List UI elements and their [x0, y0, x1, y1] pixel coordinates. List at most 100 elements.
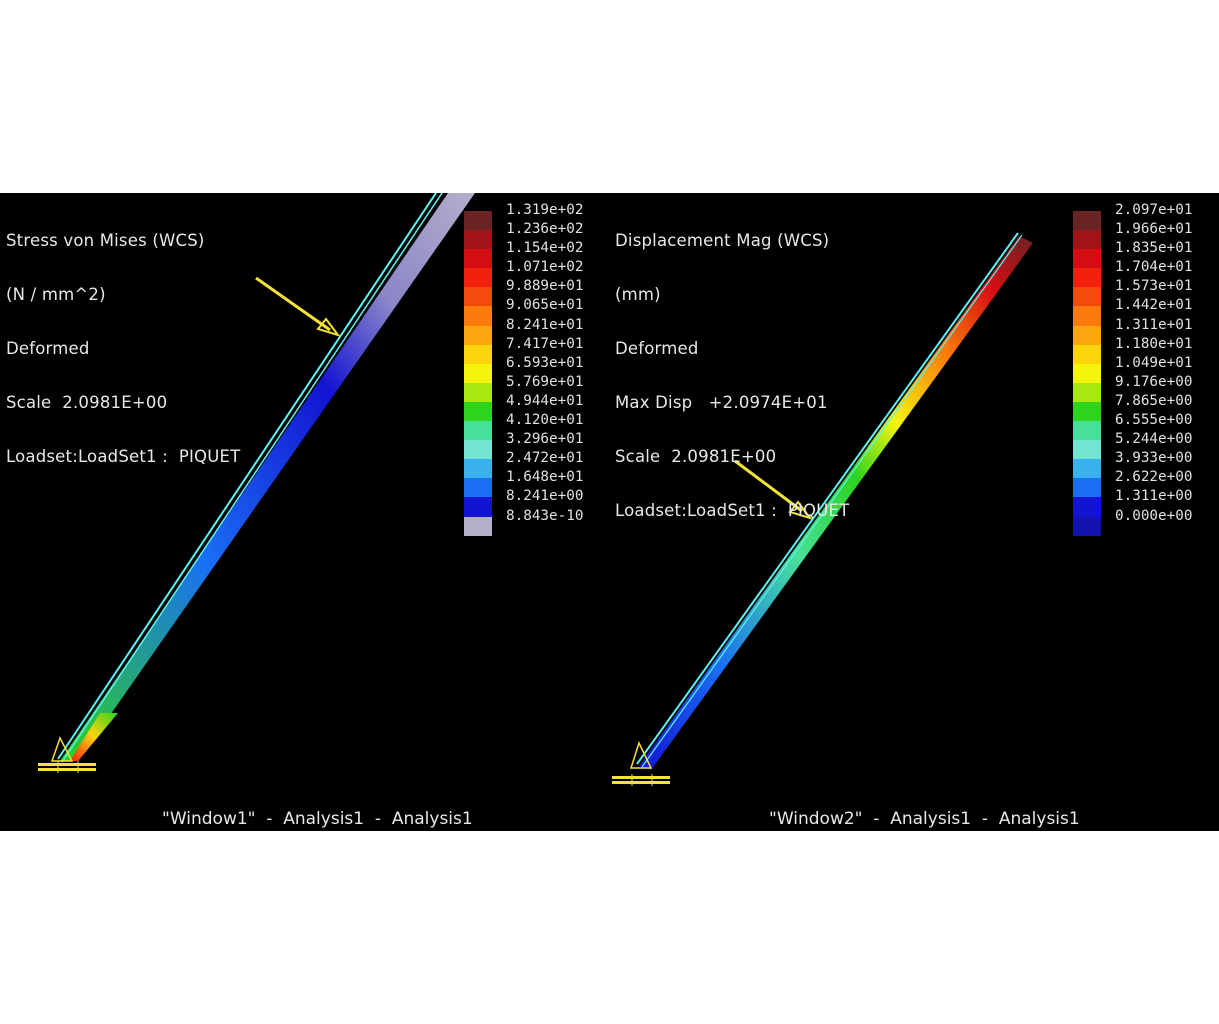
- legend-label: 6.555e+00: [1115, 412, 1193, 429]
- legend-label: 7.865e+00: [1115, 392, 1193, 409]
- result-info-text: Stress von Mises (WCS) (N / mm^2) Deform…: [6, 196, 240, 502]
- info-line: Deformed: [615, 339, 699, 358]
- legend-swatch: [464, 459, 492, 479]
- legend-label: 1.071e+02: [506, 259, 584, 276]
- legend-swatch: [464, 401, 492, 422]
- legend-swatch: [1073, 421, 1101, 441]
- legend-label: 1.311e+00: [1115, 488, 1193, 505]
- legend-swatch: [464, 230, 492, 250]
- legend-label: 4.944e+01: [506, 392, 584, 409]
- legend-label: 4.120e+01: [506, 412, 584, 429]
- legend-label: 1.311e+01: [1115, 316, 1193, 333]
- info-line: Max Disp +2.0974E+01: [615, 393, 828, 412]
- legend-swatch: [464, 440, 492, 460]
- load-arrow: [734, 459, 803, 513]
- beam-edge: [641, 234, 1023, 768]
- beam-edge: [57, 193, 437, 760]
- displacement-model-view: [612, 232, 1033, 786]
- legend-label: 9.065e+01: [506, 297, 584, 314]
- legend-label: 3.933e+00: [1115, 450, 1193, 467]
- legend-label: 6.593e+01: [506, 354, 584, 371]
- legend-swatch: [1073, 478, 1101, 498]
- legend-label: 1.319e+02: [506, 202, 584, 218]
- legend-swatch: [464, 211, 492, 231]
- beam-shape: [639, 236, 1033, 770]
- legend-label: 1.180e+01: [1115, 335, 1193, 352]
- legend-swatch: [464, 268, 492, 288]
- beam-edge: [636, 232, 1019, 765]
- result-info-text: Displacement Mag (WCS) (mm) Deformed Max…: [615, 196, 849, 556]
- load-arrow: [255, 276, 331, 332]
- legend-label: 5.244e+00: [1115, 431, 1193, 448]
- legend-swatch: [464, 344, 492, 364]
- legend-label: 1.442e+01: [1115, 297, 1193, 314]
- legend-swatch: [1073, 306, 1101, 326]
- legend-swatch: [1073, 401, 1101, 422]
- legend-swatch: [464, 306, 492, 326]
- info-line: Loadset:LoadSet1 : PIQUET: [6, 447, 241, 466]
- legend-label: 7.417e+01: [506, 335, 584, 352]
- legend-swatch: [1073, 516, 1101, 536]
- legend-label: 9.889e+01: [506, 278, 584, 295]
- info-line: Scale 2.0981E+00: [6, 393, 168, 412]
- legend-label: 5.769e+01: [506, 373, 584, 390]
- legend-swatch: [1073, 249, 1101, 269]
- window-title: "Window2" - Analysis1 - Analysis1: [769, 809, 1080, 829]
- window-title: "Window1" - Analysis1 - Analysis1: [162, 809, 473, 829]
- legend-swatch: [1073, 440, 1101, 460]
- beam-shape: [60, 193, 475, 761]
- constraint-symbol: [50, 736, 74, 762]
- info-line: Deformed: [6, 339, 90, 358]
- legend-label: 8.843e-10: [506, 507, 584, 524]
- legend-label: 1.049e+01: [1115, 354, 1193, 371]
- legend-swatch: [1073, 459, 1101, 479]
- info-line: (mm): [615, 285, 661, 304]
- legend-swatch: [1073, 382, 1101, 402]
- legend-label: 2.472e+01: [506, 450, 584, 467]
- info-line: Displacement Mag (WCS): [615, 231, 830, 250]
- legend-swatch: [464, 363, 492, 383]
- legend-swatch: [464, 287, 492, 307]
- constraint-symbol: [629, 740, 653, 769]
- legend-swatch: [464, 478, 492, 498]
- legend-label: 3.296e+01: [506, 431, 584, 448]
- legend-label: 1.966e+01: [1115, 221, 1193, 238]
- beam-root-hotspot: [70, 713, 118, 761]
- graphics-viewport[interactable]: Stress von Mises (WCS) (N / mm^2) Deform…: [0, 193, 1219, 831]
- stress-model-view: [38, 193, 475, 773]
- legend-label: 1.704e+01: [1115, 259, 1193, 276]
- legend-swatch: [1073, 325, 1101, 345]
- legend-swatch: [464, 382, 492, 402]
- legend-swatch: [1073, 268, 1101, 288]
- legend-swatch: [1073, 211, 1101, 231]
- legend-swatch: [1073, 230, 1101, 250]
- legend-label: 1.835e+01: [1115, 240, 1193, 257]
- legend-label: 2.097e+01: [1115, 202, 1193, 218]
- legend-swatch: [464, 325, 492, 345]
- beam-edge: [61, 193, 443, 763]
- legend-label: 9.176e+00: [1115, 373, 1193, 390]
- legend-label: 8.241e+00: [506, 488, 584, 505]
- legend-swatch: [1073, 287, 1101, 307]
- window2-pane[interactable]: Displacement Mag (WCS) (mm) Deformed Max…: [609, 193, 1219, 831]
- info-line: (N / mm^2): [6, 285, 106, 304]
- legend-label: 0.000e+00: [1115, 507, 1193, 524]
- load-arrowhead: [316, 317, 341, 337]
- load-arrowhead: [788, 500, 813, 520]
- info-line: Loadset:LoadSet1 : PIQUET: [615, 501, 850, 520]
- legend-swatch: [464, 497, 492, 517]
- info-line: Stress von Mises (WCS): [6, 231, 205, 250]
- legend-swatch: [1073, 344, 1101, 364]
- legend-swatch: [1073, 363, 1101, 383]
- constraint-base: [38, 763, 96, 766]
- legend-label: 1.154e+02: [506, 240, 584, 257]
- constraint-base: [612, 776, 670, 779]
- legend-label: 2.622e+00: [1115, 469, 1193, 486]
- legend-swatch: [1073, 497, 1101, 517]
- legend-label: 8.241e+01: [506, 316, 584, 333]
- legend-swatch: [464, 249, 492, 269]
- legend-swatch: [464, 516, 492, 536]
- legend-swatch: [464, 421, 492, 441]
- info-line: Scale 2.0981E+00: [615, 447, 777, 466]
- window1-pane[interactable]: Stress von Mises (WCS) (N / mm^2) Deform…: [0, 193, 609, 831]
